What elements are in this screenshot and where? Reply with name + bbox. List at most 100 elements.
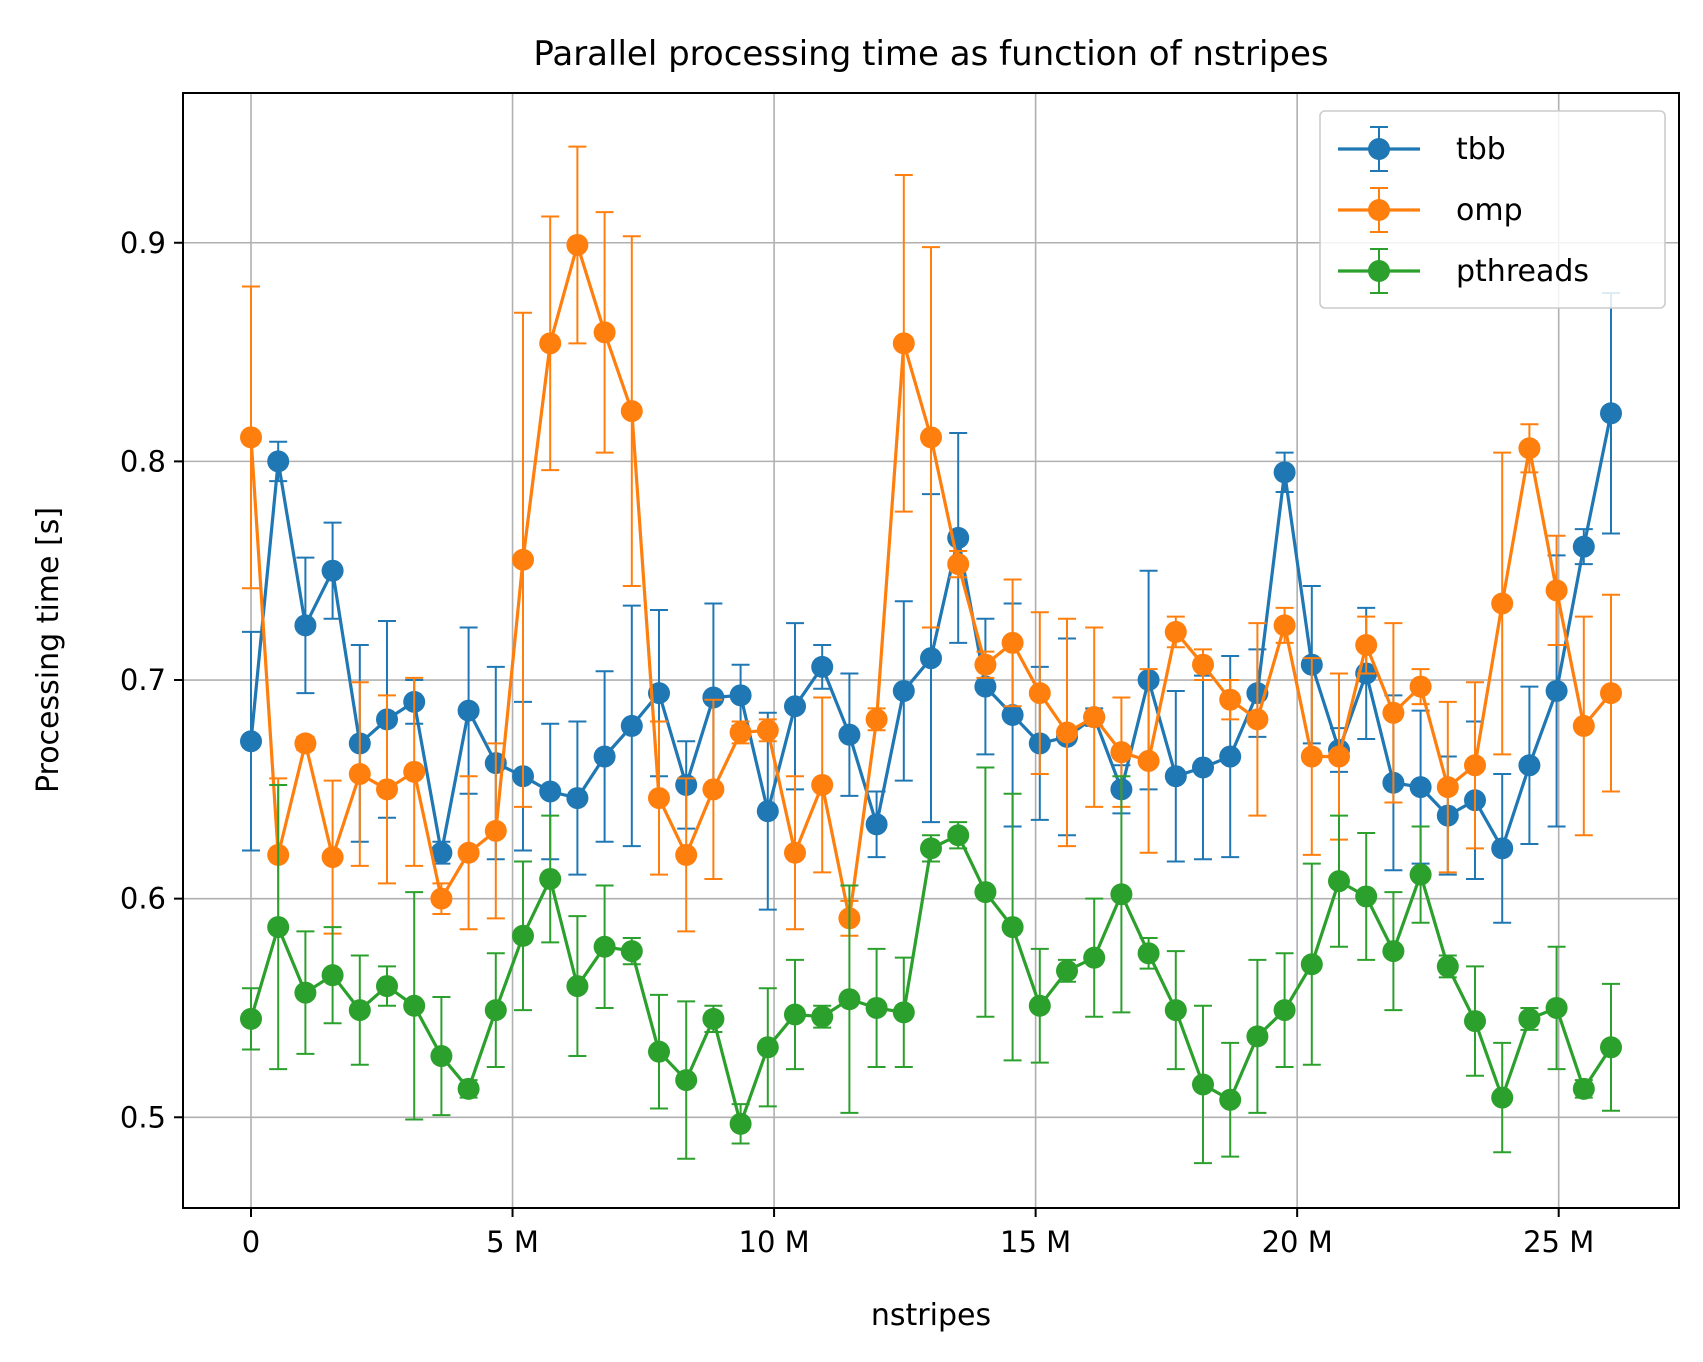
data-point — [974, 653, 997, 676]
y-tick-label: 0.5 — [120, 1100, 166, 1134]
data-point — [539, 867, 562, 890]
data-point — [865, 996, 888, 1019]
data-point — [920, 647, 942, 670]
data-point — [593, 745, 616, 768]
data-point — [1491, 1086, 1514, 1109]
legend-label: omp — [1456, 193, 1523, 228]
data-point — [784, 695, 806, 718]
data-point — [1355, 885, 1378, 908]
data-point — [1137, 942, 1160, 965]
data-point — [1219, 688, 1242, 711]
tick-layer: 0 5 M 10 M 15 M 20 M 25 M 0.5 0.6 0.7 0.8 0.9 — [120, 226, 1594, 1259]
data-point — [1164, 620, 1187, 643]
data-point — [1137, 749, 1160, 772]
data-point — [512, 548, 534, 571]
data-point — [1110, 883, 1133, 906]
data-point — [539, 332, 562, 355]
data-point — [593, 321, 616, 344]
data-point — [892, 1001, 915, 1024]
data-point — [376, 778, 398, 801]
data-point — [947, 824, 970, 847]
data-point — [430, 887, 453, 910]
data-point — [947, 553, 970, 576]
data-point — [1273, 999, 1296, 1022]
data-point — [240, 1007, 262, 1030]
data-point — [1083, 946, 1106, 969]
data-point — [974, 881, 997, 904]
data-point — [865, 813, 888, 836]
data-point — [1464, 754, 1486, 777]
data-point — [1355, 634, 1378, 657]
data-point — [1083, 706, 1106, 729]
x-tick-label: 0 — [242, 1225, 260, 1259]
data-point — [566, 975, 589, 998]
data-point — [811, 1005, 834, 1028]
data-point — [457, 1077, 480, 1100]
data-point — [1491, 592, 1514, 615]
legend-box — [1319, 110, 1666, 309]
data-point — [240, 730, 262, 753]
data-point — [1028, 994, 1051, 1017]
y-tick-label: 0.9 — [120, 226, 166, 260]
legend: tbb omp pthreads — [1319, 110, 1666, 309]
data-point — [784, 841, 806, 864]
data-point — [1464, 1010, 1486, 1033]
data-point — [1273, 614, 1296, 637]
data-point — [1572, 535, 1595, 558]
data-point — [539, 780, 562, 803]
data-point — [702, 778, 725, 801]
data-point — [1518, 754, 1541, 777]
data-point — [675, 843, 698, 866]
data-point — [1409, 675, 1432, 698]
data-point — [1192, 653, 1214, 676]
data-point — [675, 1069, 698, 1092]
x-axis-label: nstripes — [871, 1298, 991, 1333]
data-point — [1572, 1077, 1595, 1100]
data-point — [1545, 996, 1568, 1019]
data-point — [1192, 1073, 1214, 1096]
legend-label: tbb — [1456, 132, 1506, 167]
data-point — [811, 773, 834, 796]
data-point — [1600, 682, 1622, 705]
data-point — [348, 999, 371, 1022]
data-point — [620, 714, 643, 737]
data-point — [1273, 461, 1296, 484]
legend-item-tbb: tbb — [1338, 126, 1506, 172]
data-point — [1328, 870, 1350, 893]
data-point — [920, 837, 942, 860]
legend-marker — [1368, 260, 1390, 282]
data-point — [1600, 402, 1622, 425]
data-point — [1409, 863, 1432, 886]
data-point — [920, 426, 942, 449]
data-point — [702, 686, 725, 709]
data-point — [1328, 745, 1350, 768]
data-point — [1246, 708, 1269, 731]
legend-label: pthreads — [1456, 254, 1589, 289]
data-point — [1300, 953, 1323, 976]
data-point — [838, 988, 861, 1011]
data-point — [321, 964, 344, 987]
data-point — [430, 841, 453, 864]
data-point — [1219, 1088, 1242, 1111]
data-point — [267, 916, 290, 939]
data-point — [1600, 1036, 1622, 1059]
data-point — [1572, 714, 1595, 737]
data-point — [1545, 679, 1568, 702]
data-point — [267, 450, 290, 473]
data-point — [294, 732, 317, 755]
data-point — [756, 800, 779, 823]
x-tick-label: 10 M — [739, 1225, 810, 1259]
data-point — [484, 999, 507, 1022]
y-axis-label: Processing time [s] — [31, 507, 66, 793]
data-point — [1246, 1025, 1269, 1048]
plot-frame — [182, 92, 1680, 1209]
data-point — [348, 763, 371, 786]
data-point — [1436, 955, 1459, 978]
data-point — [1056, 721, 1078, 744]
x-tick-label: 15 M — [1000, 1225, 1071, 1259]
series-pthreads — [240, 766, 1622, 1165]
data-point — [892, 332, 915, 355]
data-point — [1382, 701, 1405, 724]
